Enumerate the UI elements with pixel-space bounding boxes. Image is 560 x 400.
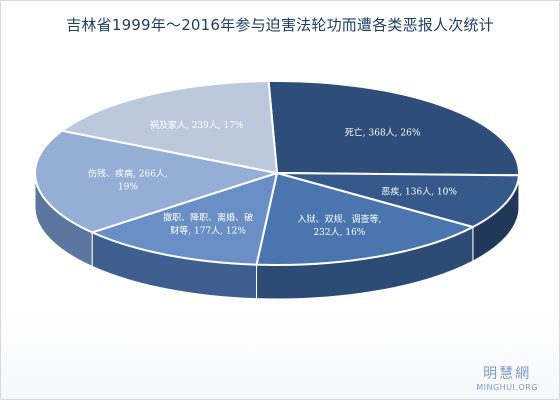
watermark: 明慧網 MINGHUI.ORG bbox=[476, 363, 538, 392]
pie-labels: 死亡, 368人, 26% 恶疾, 136人, 10% 入狱、双规、调查等, 232人… bbox=[88, 119, 457, 238]
pie-label-4: 撤职、降职、离婚、破财等, 177人, 12% bbox=[163, 212, 253, 237]
pie-label-5: 伤残、疾病, 266人, 19% bbox=[88, 167, 168, 192]
pie-label-6: 祸及家人, 239人, 17% bbox=[150, 119, 244, 131]
pie-slice-1 bbox=[267, 80, 520, 177]
pie-slice-5 bbox=[34, 129, 278, 234]
pie-label-1: 死亡, 368人, 26% bbox=[345, 127, 421, 139]
chart-title: 吉林省1999年～2016年参与迫害法轮功而遭各类恶报人次统计 bbox=[66, 16, 494, 34]
pie-slice-3 bbox=[255, 172, 474, 266]
pie-slices bbox=[34, 80, 520, 266]
watermark-url: MINGHUI.ORG bbox=[476, 383, 538, 392]
pie-slice-4 bbox=[91, 172, 278, 266]
pie-label-3: 入狱、双规、调查等, 232人, 16% bbox=[297, 213, 381, 238]
pie-label-2: 恶疾, 136人, 10% bbox=[381, 185, 457, 197]
watermark-name: 明慧網 bbox=[483, 366, 532, 382]
pie-slice-6 bbox=[60, 80, 278, 174]
pie-slice-2 bbox=[276, 172, 520, 229]
